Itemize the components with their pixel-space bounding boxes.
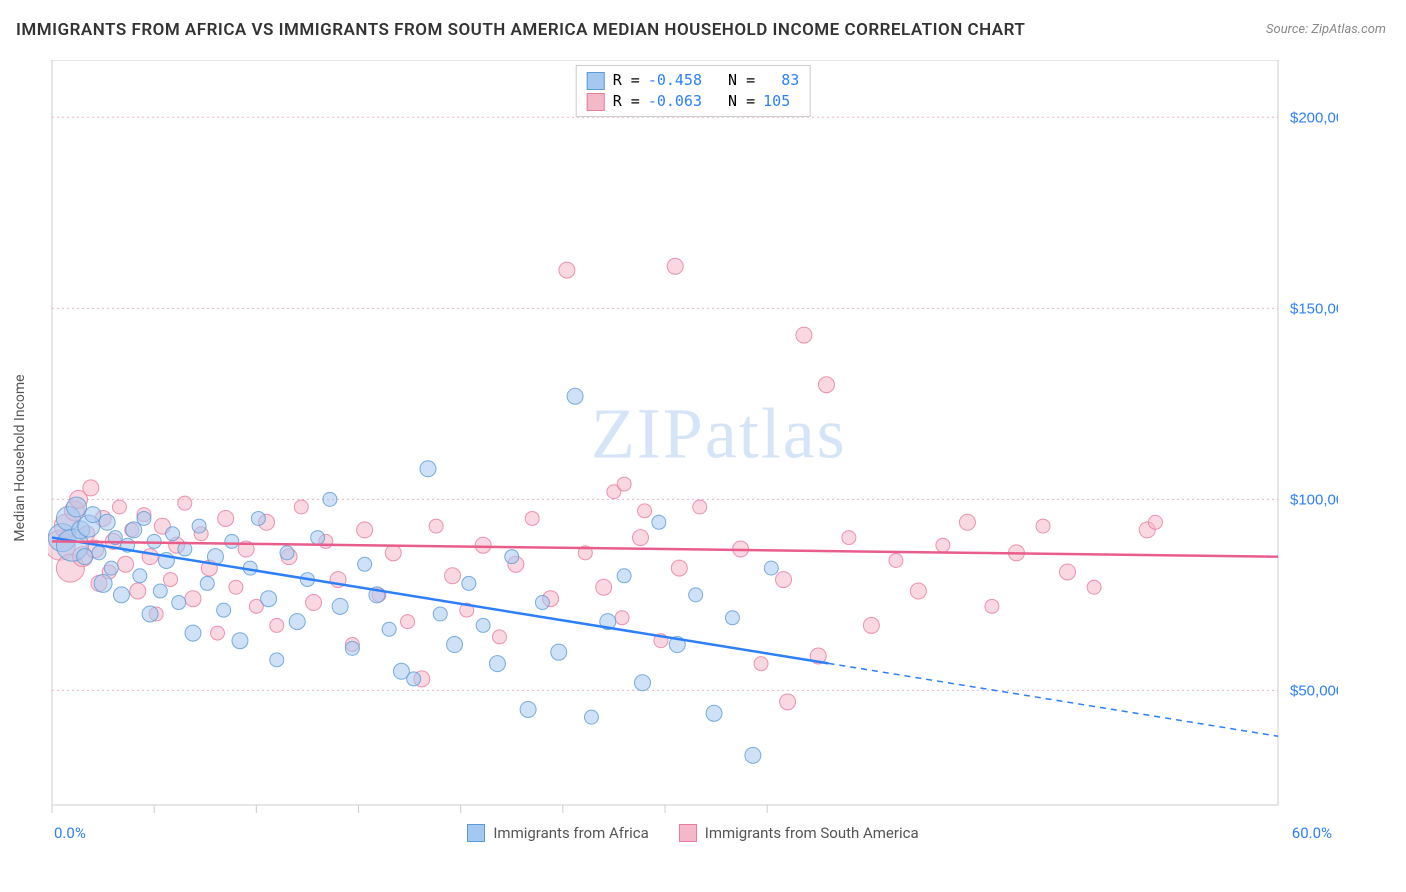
r-label: R = [613,70,640,91]
chart-title: IMMIGRANTS FROM AFRICA VS IMMIGRANTS FRO… [16,20,1025,40]
chart-container: Median Household Income ZIPatlas $50,000… [48,60,1338,840]
legend-row-africa: R = -0.458 N = 83 [587,70,800,91]
swatch-africa-icon [467,824,485,842]
swatch-sa [587,93,605,111]
svg-text:$100,000: $100,000 [1290,491,1338,508]
legend-item-africa: Immigrants from Africa [467,824,648,842]
source-attribution: Source: ZipAtlas.com [1266,22,1386,37]
n-value-sa: 105 [763,91,790,112]
svg-text:$200,000: $200,000 [1290,109,1338,126]
legend-label-africa: Immigrants from Africa [493,824,648,842]
n-value-africa: 83 [763,70,799,91]
svg-text:$150,000: $150,000 [1290,300,1338,317]
chart-svg: $50,000 $100,000 $150,000 $200,000 [48,60,1338,840]
r-label: R = [613,91,640,112]
swatch-sa-icon [679,824,697,842]
r-value-sa: -0.063 [648,91,702,112]
legend-row-sa: R = -0.063 N = 105 [587,91,800,112]
n-label: N = [710,91,755,112]
legend-item-sa: Immigrants from South America [679,824,919,842]
r-value-africa: -0.458 [648,70,702,91]
n-label: N = [710,70,755,91]
series-legend: Immigrants from Africa Immigrants from S… [48,824,1338,842]
legend-label-sa: Immigrants from South America [705,824,919,842]
correlation-legend: R = -0.458 N = 83 R = -0.063 N = 105 [576,65,811,117]
svg-text:$50,000: $50,000 [1290,682,1338,699]
swatch-africa [587,72,605,90]
y-axis-label: Median Household Income [12,374,28,541]
